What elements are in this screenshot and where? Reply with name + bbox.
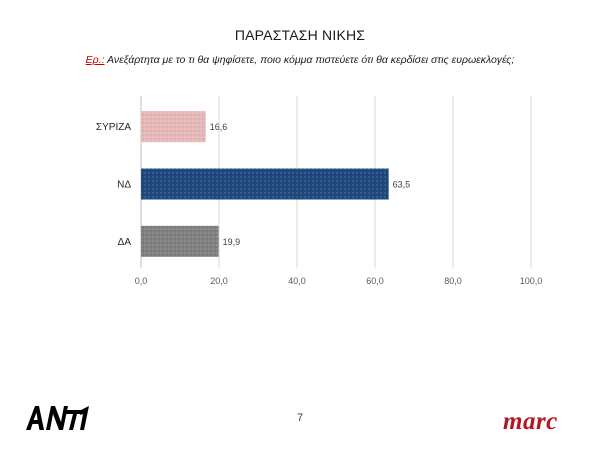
bar-texture [141,111,206,143]
x-tick-label: 20,0 [210,276,228,286]
category-label: ΝΔ [117,180,131,191]
x-tick-label: 100,0 [520,276,543,286]
value-label: 16,6 [210,122,228,132]
question-text: Ερ.: Ανεξάρτητα με το τι θα ψηφίσετε, πο… [0,54,600,66]
chart-labels: 0,0 20,0 40,0 60,0 80,0 100,0 ΣΥΡΙΖΑ 16,6 ΝΔ 63,5… [96,122,542,286]
bar-texture [141,225,219,257]
category-label: ΣΥΡΙΖΑ [96,122,131,133]
ant1-logo [25,400,95,437]
x-tick-label: 80,0 [444,276,462,286]
question-body: Ανεξάρτητα με το τι θα ψηφίσετε, ποιο κό… [104,54,515,66]
x-tick-label: 0,0 [135,276,148,286]
value-label: 19,9 [223,237,241,247]
bar-texture [141,168,389,200]
slide-title: ΠΑΡΑΣΤΑΣΗ ΝΙΚΗΣ [234,27,366,43]
category-label: ΔΑ [118,237,132,248]
x-tick-label: 60,0 [366,276,384,286]
chart-bars [141,111,389,257]
question-prefix: Ερ.: [85,54,105,66]
marc-logo: marc [503,408,558,435]
value-label: 63,5 [393,180,411,190]
x-tick-label: 40,0 [288,276,306,286]
page-number: 7 [296,412,304,424]
